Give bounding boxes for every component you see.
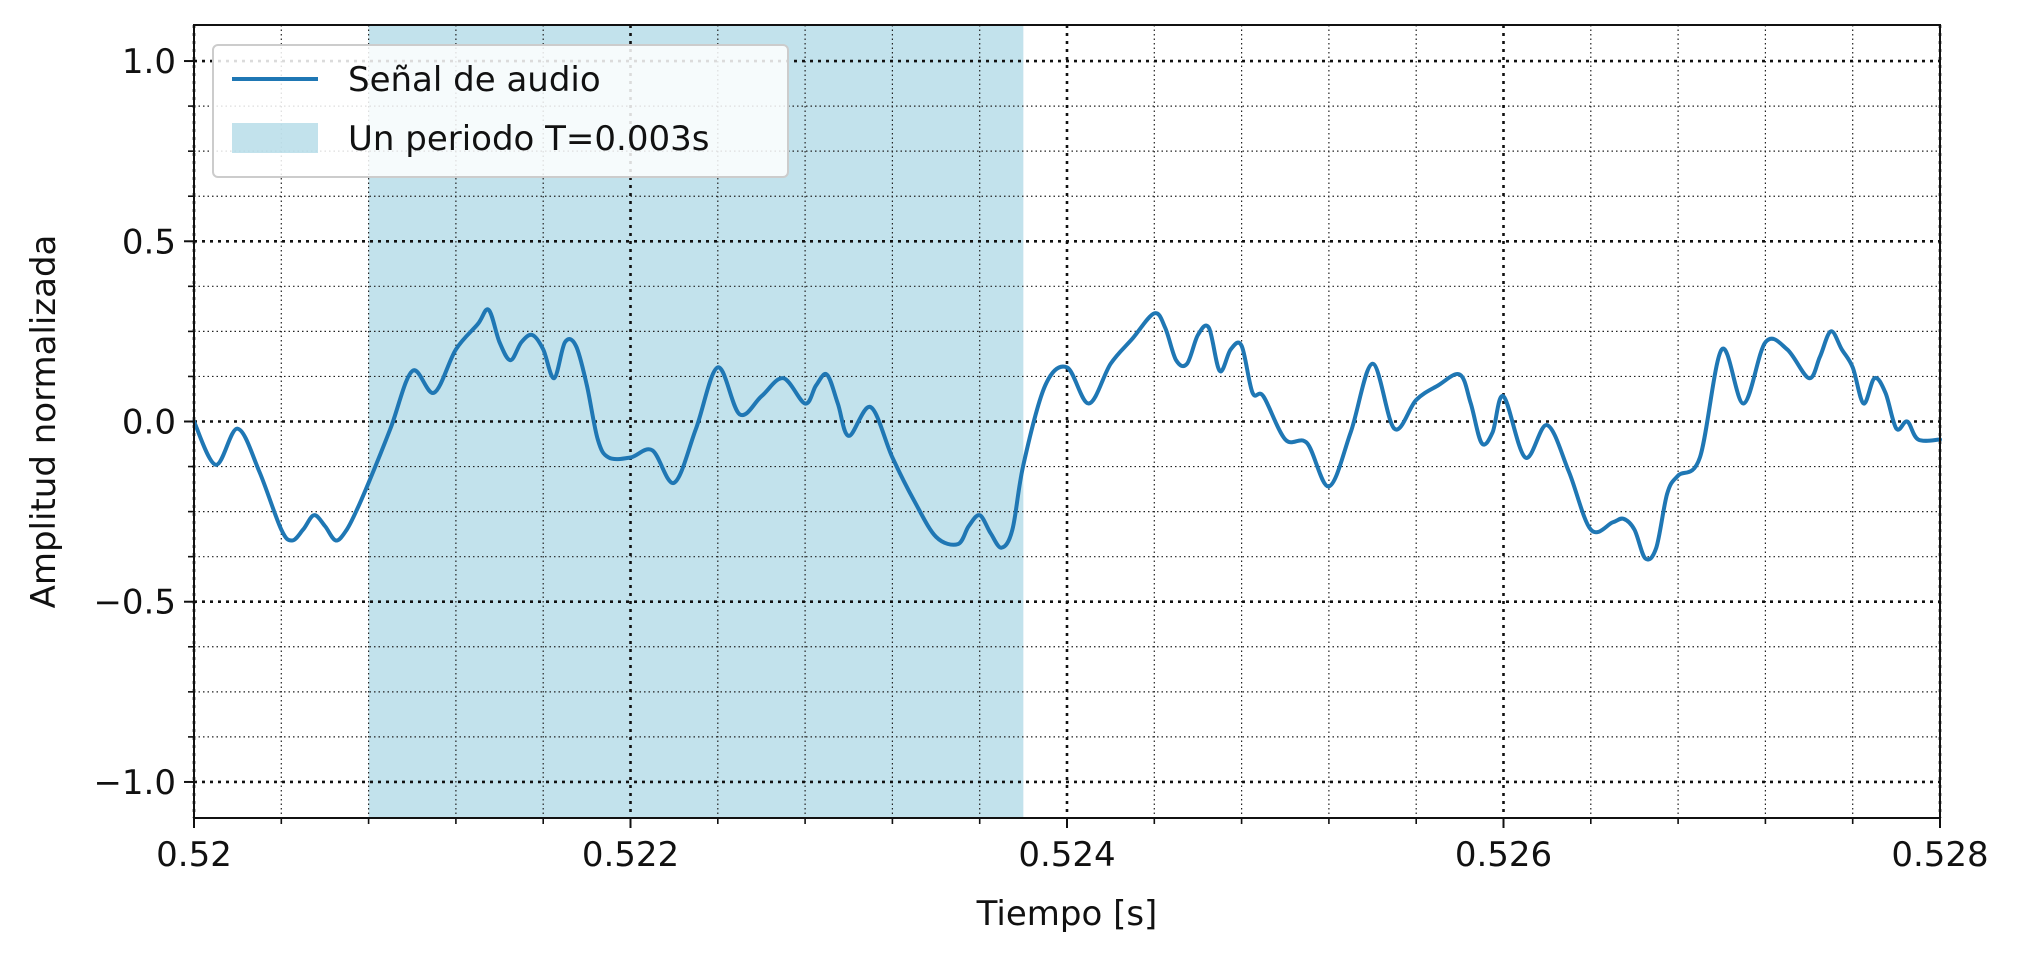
tick-layer: 0.52 0.522 0.524 0.526 0.528 −1.0 −0.5 0.0 0.5 1.… bbox=[93, 42, 1988, 875]
grid-layer bbox=[192, 25, 1942, 818]
x-tick-label: 0.52 bbox=[156, 835, 232, 875]
x-axis-title: Tiempo [s] bbox=[976, 894, 1158, 934]
x-tick-label: 0.522 bbox=[582, 835, 679, 875]
x-tick-label: 0.526 bbox=[1455, 835, 1552, 875]
x-tick-label: 0.528 bbox=[1891, 835, 1988, 875]
series-line-audio-signal bbox=[192, 307, 1942, 562]
series-layer bbox=[192, 307, 1942, 562]
legend: Señal de audio Un periodo T=0.003s bbox=[212, 44, 789, 178]
y-tick-label: 1.0 bbox=[122, 42, 176, 82]
legend-label-period: Un periodo T=0.003s bbox=[348, 119, 709, 159]
y-tick-label: −1.0 bbox=[93, 763, 176, 803]
y-tick-label: −0.5 bbox=[93, 583, 176, 623]
y-tick-label: 0.5 bbox=[122, 222, 176, 262]
legend-label-signal: Señal de audio bbox=[348, 60, 601, 100]
legend-area-swatch bbox=[232, 123, 318, 153]
x-tick-label: 0.524 bbox=[1018, 835, 1115, 875]
legend-box bbox=[212, 44, 789, 178]
y-axis-title: Amplitud normalizada bbox=[24, 235, 64, 609]
y-tick-label: 0.0 bbox=[122, 403, 176, 443]
